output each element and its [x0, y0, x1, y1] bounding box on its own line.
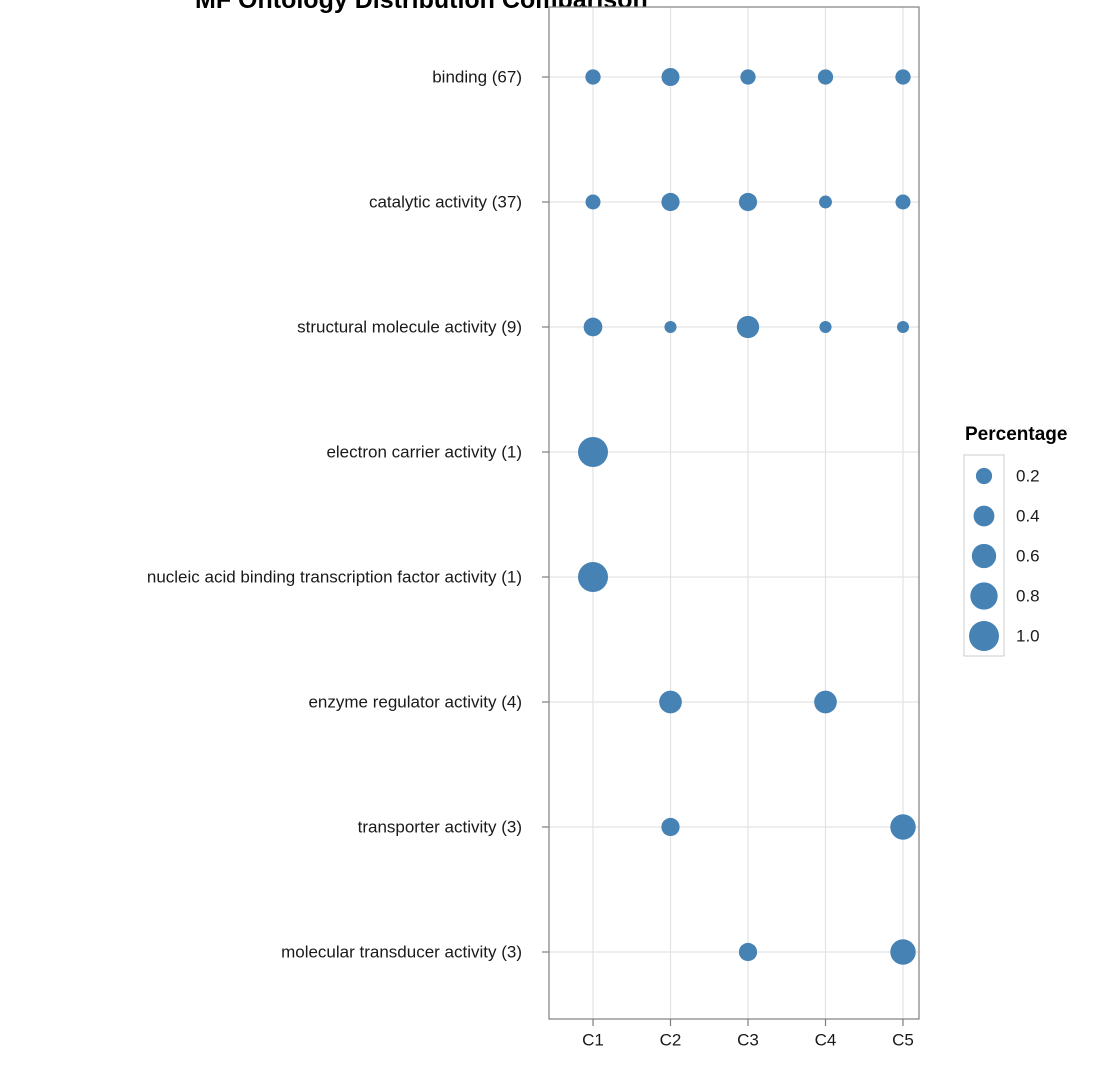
- y-tick-label-transporter-activity-3: transporter activity (3): [358, 818, 522, 837]
- y-tick-label-structural-molecule-activity-9: structural molecule activity (9): [297, 318, 522, 337]
- point-c5-molecular-transducer-activity-3: [890, 939, 916, 965]
- x-tick-label-c5: C5: [892, 1031, 914, 1050]
- legend-key-0.8: [970, 582, 998, 610]
- y-tick-label-electron-carrier-activity-1: electron carrier activity (1): [326, 443, 522, 462]
- point-c3-catalytic-activity-37: [738, 192, 758, 212]
- y-tick-label-nucleic-acid-binding-transcription-factor-activity-1: nucleic acid binding transcription facto…: [147, 568, 522, 587]
- point-c4-catalytic-activity-37: [819, 195, 832, 209]
- point-c1-structural-molecule-activity-9: [583, 317, 603, 337]
- grid-lines: [549, 7, 919, 1019]
- legend-key-1.0: [969, 621, 999, 651]
- point-c5-binding-67: [895, 69, 911, 85]
- point-c2-binding-67: [661, 68, 680, 86]
- point-c2-enzyme-regulator-activity-4: [659, 690, 682, 714]
- point-c2-transporter-activity-3: [661, 817, 680, 837]
- x-tick-label-c4: C4: [815, 1031, 837, 1050]
- y-tick-label-binding-67: binding (67): [432, 68, 522, 87]
- point-c3-binding-67: [740, 69, 756, 85]
- point-c5-transporter-activity-3: [890, 814, 916, 840]
- point-c2-catalytic-activity-37: [661, 192, 680, 212]
- legend-key-0.2: [975, 467, 993, 485]
- y-tick-label-molecular-transducer-activity-3: molecular transducer activity (3): [281, 943, 522, 962]
- legend-label-0.2: 0.2: [1016, 467, 1040, 486]
- legend-label-0.4: 0.4: [1016, 507, 1040, 526]
- legend-label-1.0: 1.0: [1016, 627, 1040, 646]
- legend-key-0.4: [973, 505, 995, 527]
- legend-label-0.8: 0.8: [1016, 587, 1040, 606]
- y-tick-label-enzyme-regulator-activity-4: enzyme regulator activity (4): [308, 693, 522, 712]
- point-c1-catalytic-activity-37: [585, 194, 601, 210]
- legend-key-0.6: [971, 543, 997, 569]
- point-c5-catalytic-activity-37: [895, 194, 911, 210]
- point-c1-electron-carrier-activity-1: [578, 437, 608, 467]
- point-c3-structural-molecule-activity-9: [736, 315, 760, 339]
- x-tick-label-c3: C3: [737, 1031, 759, 1050]
- x-axis: C1 C2 C3 C4 C5: [582, 1019, 914, 1050]
- x-tick-label-c2: C2: [660, 1031, 682, 1050]
- y-axis: binding (67) catalytic activity (37) struc…: [147, 68, 549, 962]
- point-c4-structural-molecule-activity-9: [819, 320, 832, 334]
- point-c1-nucleic-acid-binding-transcription-factor-activity-1: [578, 562, 608, 592]
- plot-panel: [549, 7, 919, 1019]
- size-legend: Percentage 0.2 0.4 0.6 0.8 1.0: [963, 424, 1067, 657]
- legend-title: Percentage: [965, 424, 1067, 445]
- point-c5-structural-molecule-activity-9: [896, 320, 910, 334]
- chart-title: MF Ontology Distribution Comparison: [195, 0, 648, 14]
- plot-panel-border: [548, 6, 920, 1020]
- x-tick-label-c1: C1: [582, 1031, 604, 1050]
- legend-label-0.6: 0.6: [1016, 547, 1040, 566]
- point-c2-structural-molecule-activity-9: [664, 320, 677, 334]
- point-c1-binding-67: [585, 69, 601, 85]
- point-c4-enzyme-regulator-activity-4: [814, 690, 837, 714]
- point-c3-molecular-transducer-activity-3: [738, 942, 758, 962]
- y-tick-label-catalytic-activity-37: catalytic activity (37): [369, 193, 522, 212]
- data-points: [578, 68, 916, 965]
- point-c4-binding-67: [817, 69, 834, 85]
